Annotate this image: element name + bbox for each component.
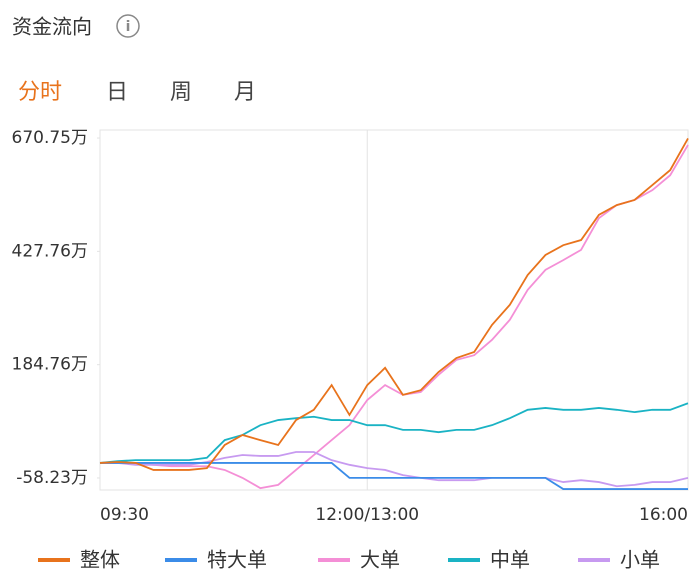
tab[interactable]: 日 [106, 80, 128, 105]
legend-label: 大单 [360, 548, 400, 572]
x-tick-label: 16:00 [639, 505, 688, 525]
series-line [100, 462, 688, 490]
info-icon[interactable] [116, 14, 140, 38]
series-line [100, 144, 689, 490]
legend-label: 小单 [620, 548, 660, 572]
y-tick-label: -58.23万 [16, 468, 88, 488]
tab[interactable]: 周 [170, 80, 192, 105]
legend-label: 中单 [490, 548, 530, 572]
legend-label: 特大单 [207, 548, 267, 572]
series-line [99, 137, 689, 471]
series-line [99, 402, 689, 464]
y-tick-label: 670.75万 [12, 128, 88, 148]
page-title: 资金流向 [12, 15, 92, 39]
x-tick-label: 09:30 [100, 505, 149, 525]
legend-label: 整体 [80, 548, 120, 572]
info-icon-glyph: i [126, 19, 131, 35]
y-tick-label: 427.76万 [12, 241, 88, 261]
tab[interactable]: 分时 [18, 80, 62, 105]
plot-frame [99, 129, 689, 491]
y-tick-label: 184.76万 [12, 355, 88, 375]
x-tick-label: 12:00/13:00 [315, 505, 419, 525]
tab[interactable]: 月 [234, 80, 256, 105]
